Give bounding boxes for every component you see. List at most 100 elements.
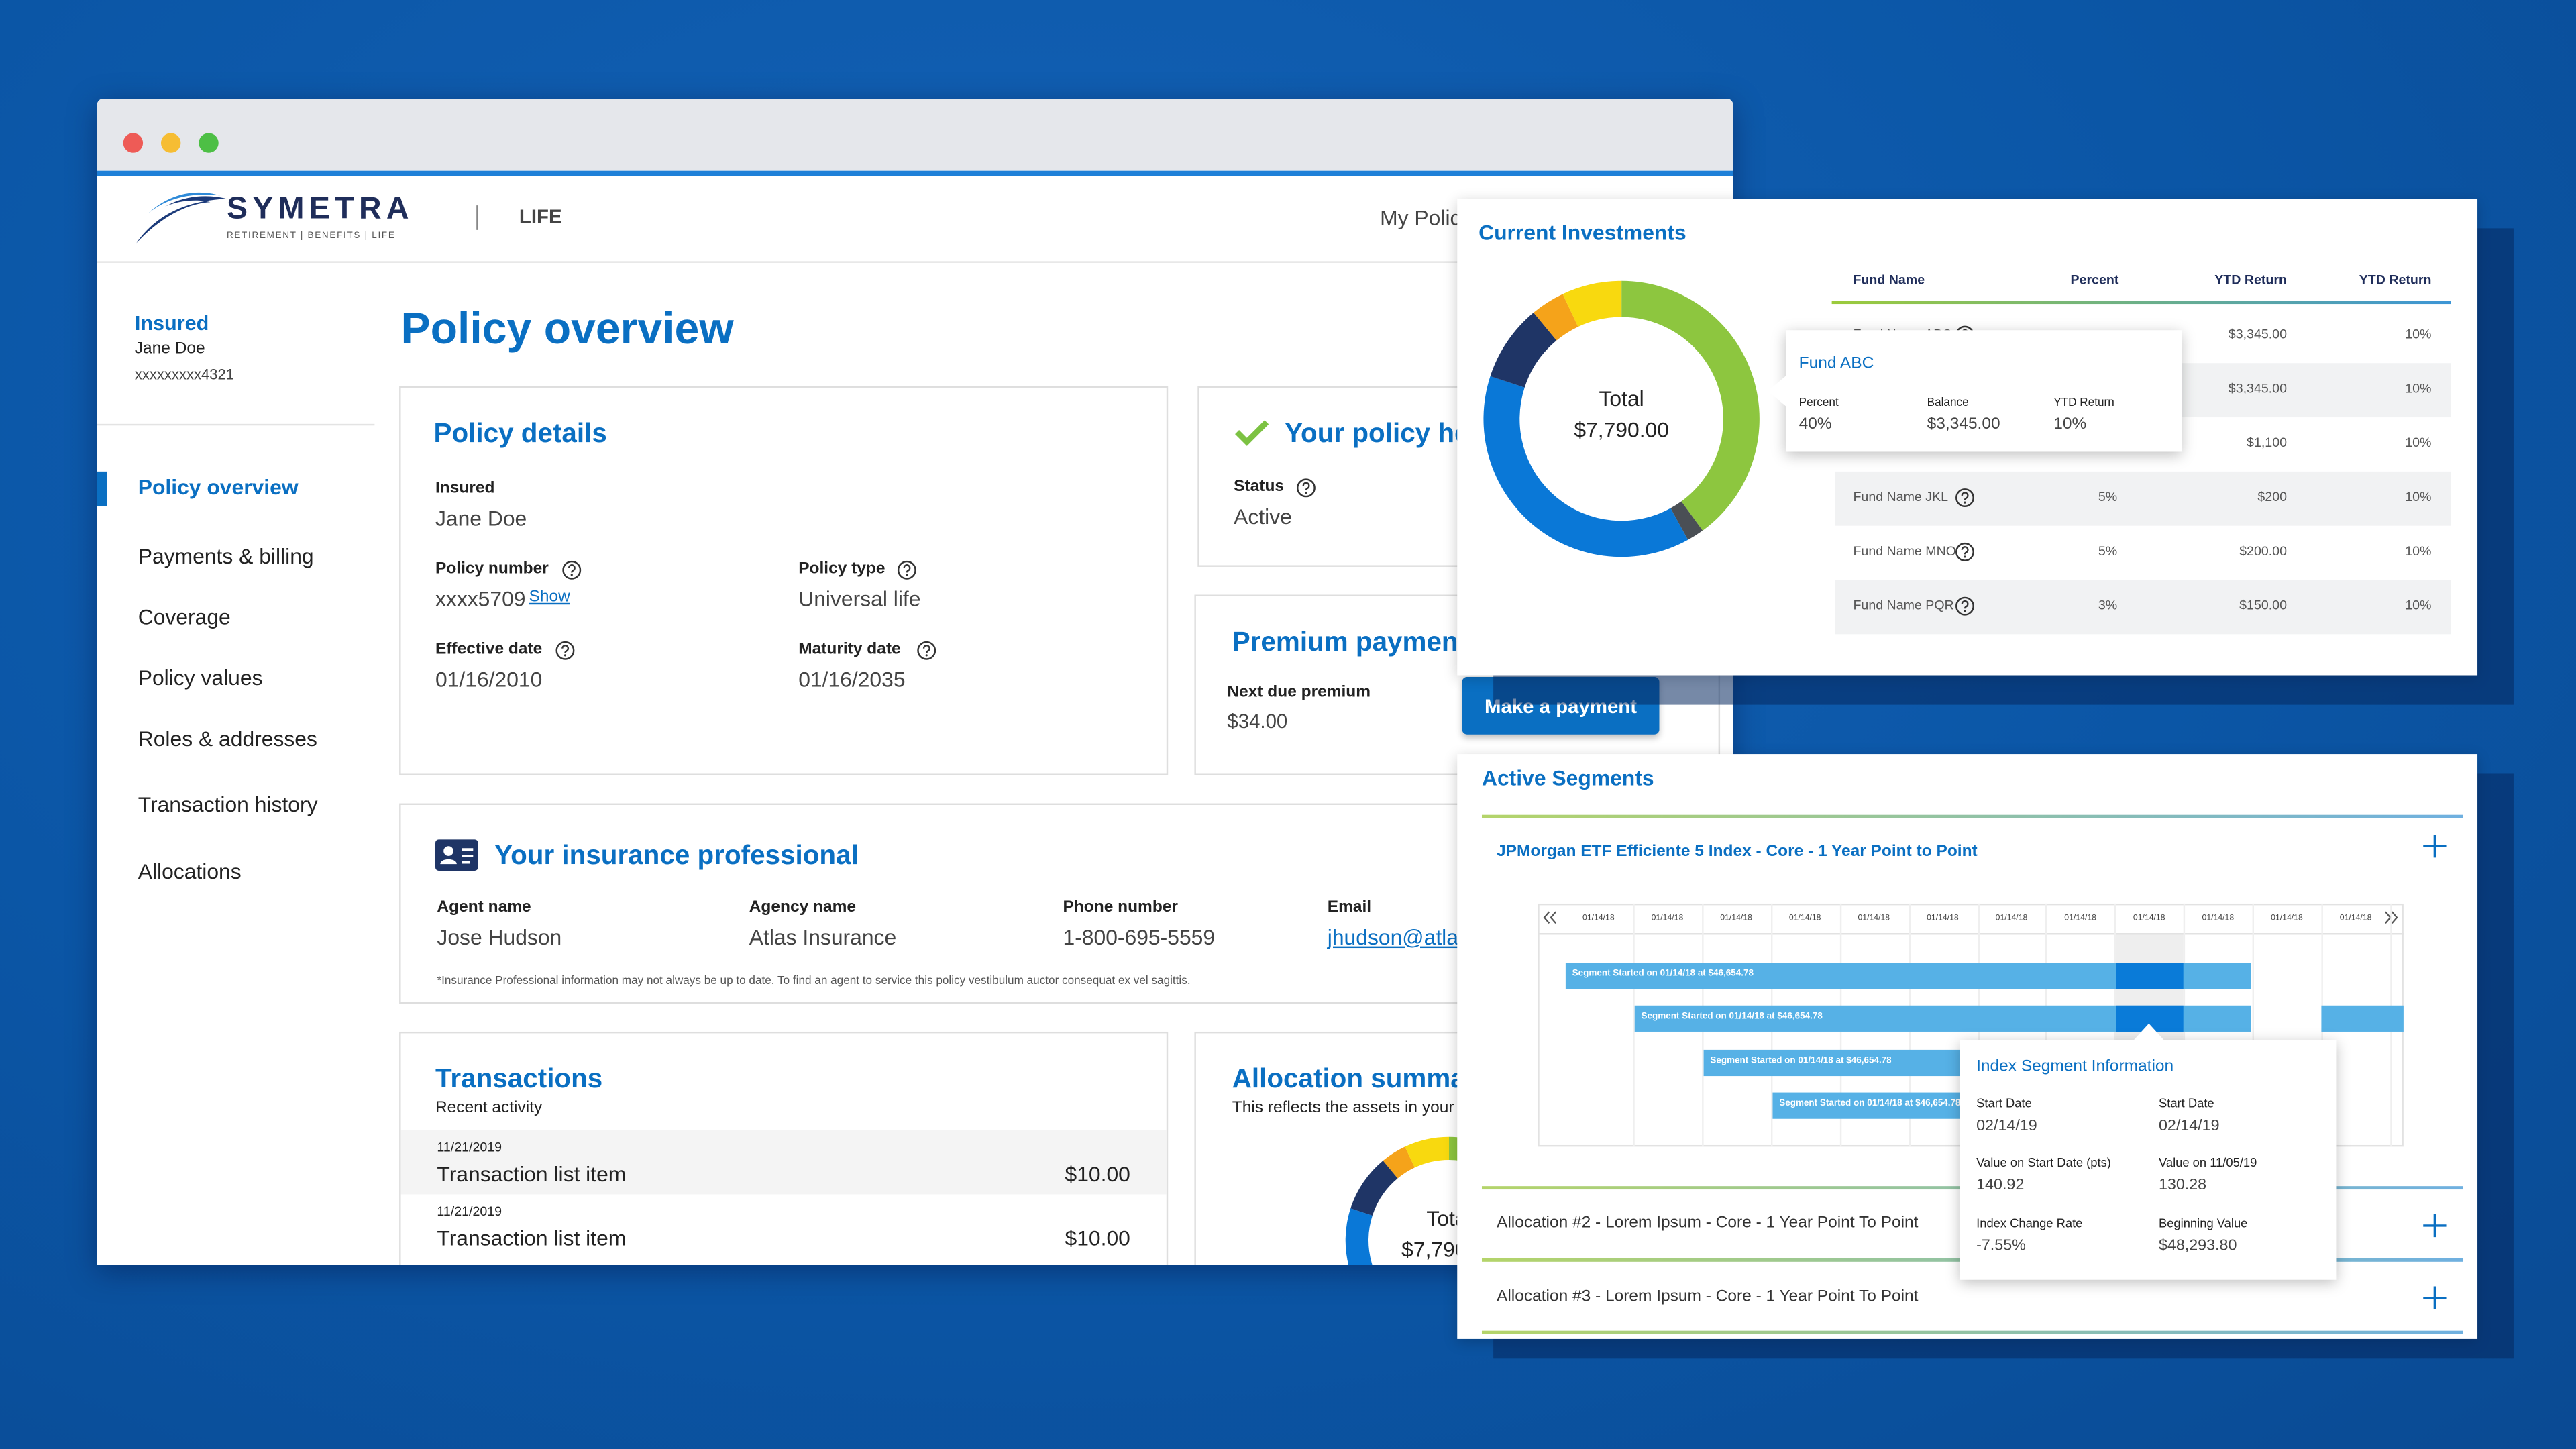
tooltip-label: Balance <box>1927 396 1969 409</box>
segment-bar-current <box>2116 963 2184 989</box>
next-arrow <box>2385 911 2398 924</box>
table-row <box>1835 471 2451 526</box>
field-value: Atlas Insurance <box>749 924 897 949</box>
fund-ytd: 10% <box>2405 598 2432 613</box>
transaction-date: 11/21/2019 <box>437 1140 502 1155</box>
timeline-tick: 01/14/18 <box>1858 912 1890 923</box>
tooltip-label: Percent <box>1799 396 1839 409</box>
fund-balance: $200.00 <box>2239 543 2287 559</box>
header-border <box>97 261 1733 263</box>
segment-bar-label: Segment Started on 01/14/18 at $46,654.7… <box>1710 1057 1892 1067</box>
window-control <box>199 133 219 153</box>
field-label: Insured <box>435 480 495 498</box>
tooltip-value: 10% <box>2053 415 2087 434</box>
transaction-label: Transaction list item <box>437 1161 627 1185</box>
nav-item[interactable]: Allocations <box>138 858 241 883</box>
header-rule <box>1831 301 2451 305</box>
fund-balance: $3,345.00 <box>2228 327 2287 342</box>
timeline-tick: 01/14/18 <box>2271 912 2303 923</box>
field-value: $34.00 <box>1227 709 1288 733</box>
tooltip-value: 130.28 <box>2158 1177 2207 1195</box>
field-label: Status <box>1234 478 1285 496</box>
section-rule <box>1481 814 2463 818</box>
help-icon <box>1296 478 1316 498</box>
donut-segment <box>1383 1146 1415 1179</box>
timeline-tick: 01/14/18 <box>1995 912 2028 923</box>
tooltip-pointer <box>2132 1023 2165 1042</box>
window-control <box>161 133 181 153</box>
tooltip-value: 140.92 <box>1976 1177 2025 1195</box>
disclaimer: *Insurance Professional information may … <box>437 975 1191 987</box>
nav-item[interactable]: Transaction history <box>138 791 318 816</box>
fund-ytd: 10% <box>2405 543 2432 559</box>
timeline-tick: 01/14/18 <box>2202 912 2235 923</box>
expand-button[interactable] <box>2423 1214 2447 1238</box>
nav-item[interactable]: Policy overview <box>138 474 299 499</box>
tooltip-value: 40% <box>1799 415 1832 434</box>
tooltip-label: Start Date <box>2158 1096 2214 1112</box>
tooltip-label: Value on 11/05/19 <box>2158 1155 2257 1171</box>
segment-bar-label: Segment Started on 01/14/18 at $46,654.7… <box>1572 969 1754 980</box>
title-bar <box>97 98 1733 171</box>
button-label[interactable]: Make a payment <box>1484 694 1638 718</box>
header-divider <box>476 205 478 230</box>
nav-item[interactable]: Policy values <box>138 664 263 690</box>
field-value: 01/16/2035 <box>798 666 906 691</box>
card-subtitle: Recent activity <box>435 1099 543 1118</box>
help-glyph <box>897 560 916 580</box>
field-label: Policy number <box>435 560 549 579</box>
tooltip-value: 02/14/19 <box>2158 1117 2220 1136</box>
timeline-tick: 01/14/18 <box>2064 912 2096 923</box>
fund-balance: $1,100 <box>2247 435 2287 451</box>
expand-button[interactable] <box>2423 1286 2447 1309</box>
donut-segment <box>1350 1161 1398 1216</box>
segment-title[interactable]: JPMorgan ETF Efficiente 5 Index - Core -… <box>1497 843 1978 861</box>
card-title: Current Investments <box>1479 219 1686 244</box>
help-glyph <box>1955 542 1974 561</box>
fund-ytd: 10% <box>2405 435 2432 451</box>
tooltip-pointer <box>1768 374 1788 408</box>
help-glyph <box>1296 478 1316 498</box>
section-rule <box>1481 1330 2463 1334</box>
donut-segment <box>1621 280 1760 531</box>
tooltip-value: $48,293.80 <box>2158 1237 2237 1256</box>
logo-swoosh <box>148 192 221 214</box>
field-value: Jane Doe <box>435 505 527 530</box>
logo-swoosh <box>136 196 227 244</box>
tooltip-label: YTD Return <box>2053 396 2114 409</box>
window-control <box>123 133 144 153</box>
nav-item[interactable]: Coverage <box>138 604 231 629</box>
tooltip-label: Index Change Rate <box>1976 1216 2083 1231</box>
help-glyph <box>555 641 575 660</box>
segment-title[interactable]: Allocation #3 - Lorem Ipsum - Core - 1 Y… <box>1497 1288 1919 1306</box>
insured-account: xxxxxxxxx4321 <box>134 365 235 382</box>
investments-card: Current Investments Total $7,790.00 Fund Na… <box>1457 199 2478 676</box>
nav-item[interactable]: Payments & billing <box>138 543 314 568</box>
timeline-tick: 01/14/18 <box>1582 912 1615 923</box>
field-label: Policy type <box>798 560 885 579</box>
donut-segment <box>1483 376 1688 557</box>
pointer-shape <box>2132 1023 2165 1042</box>
fund-balance: $200 <box>2257 489 2287 504</box>
tooltip-label: Beginning Value <box>2158 1216 2248 1231</box>
card-text: This reflects the assets in your policy <box>1232 1099 1501 1118</box>
transaction-date: 11/21/2019 <box>437 1204 502 1220</box>
help-icon <box>1955 542 1974 561</box>
expand-button[interactable] <box>2423 835 2447 858</box>
fund-percent: 3% <box>2098 598 2118 613</box>
make-payment-button[interactable] <box>1462 676 1660 735</box>
field-label: Email <box>1327 898 1372 917</box>
transaction-amount: $10.00 <box>1065 1224 1130 1250</box>
donut-segment <box>1405 1136 1450 1168</box>
fund-percent: 5% <box>2098 489 2118 504</box>
tooltip-label: Start Date <box>1976 1096 2032 1112</box>
timeline-tick: 01/14/18 <box>1927 912 1959 923</box>
tooltip-title: Index Segment Information <box>1976 1058 2174 1077</box>
plus-glyph <box>2423 1286 2447 1309</box>
fund-name: Fund Name PQR <box>1853 598 1954 613</box>
segment-title[interactable]: Allocation #2 - Lorem Ipsum - Core - 1 Y… <box>1497 1214 1919 1232</box>
donut-segment <box>1562 280 1622 327</box>
show-link[interactable]: Show <box>529 588 570 606</box>
nav-item[interactable]: Roles & addresses <box>138 725 317 750</box>
